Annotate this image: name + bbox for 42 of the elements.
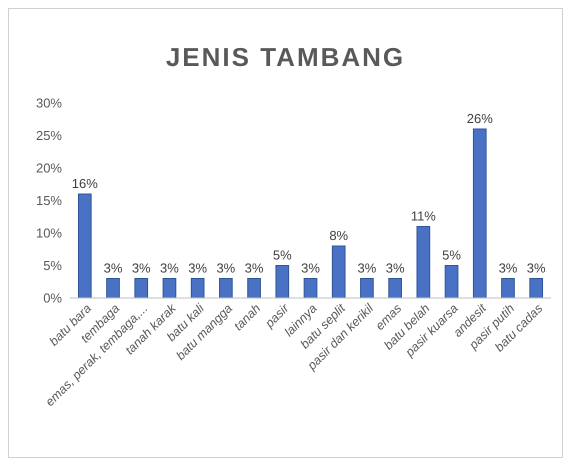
data-label: 11%	[410, 208, 436, 224]
y-tick-label: 0%	[43, 290, 62, 306]
data-label: 8%	[329, 228, 349, 243]
data-label: 26%	[466, 111, 494, 126]
y-tick-label: 30%	[36, 96, 62, 111]
bar	[416, 226, 430, 298]
bar	[162, 278, 176, 298]
bar	[190, 278, 205, 298]
bar	[275, 265, 290, 298]
bar	[106, 278, 120, 298]
y-tick-label: 25%	[36, 128, 62, 144]
data-label: 3%	[244, 260, 264, 276]
data-label: 3%	[160, 260, 180, 276]
data-label: 3%	[386, 260, 405, 276]
chart-title: JENIS TAMBANG	[166, 42, 406, 72]
y-tick-label: 10%	[36, 226, 62, 241]
y-tick-label: 15%	[36, 193, 62, 208]
bar	[501, 278, 515, 298]
data-label: 3%	[104, 260, 123, 276]
bar	[472, 128, 487, 298]
bar	[332, 246, 346, 298]
data-label: 16%	[72, 176, 98, 191]
bar	[219, 278, 233, 298]
bar	[360, 278, 374, 298]
bar	[78, 194, 92, 298]
bar	[304, 278, 318, 298]
bar	[134, 278, 148, 298]
data-label: 3%	[188, 260, 208, 276]
bar	[247, 278, 261, 298]
y-tick-label: 20%	[36, 160, 62, 176]
bar	[529, 278, 544, 298]
data-label: 3%	[301, 260, 320, 276]
data-label: 3%	[498, 260, 518, 276]
data-label: 3%	[358, 260, 377, 276]
data-label: 5%	[272, 248, 292, 262]
data-label: 5%	[442, 248, 462, 262]
data-label: 3%	[216, 260, 236, 276]
bar	[388, 278, 402, 298]
y-tick-label: 5%	[43, 258, 62, 274]
data-label: 3%	[132, 260, 152, 276]
data-label: 3%	[526, 260, 546, 276]
bar	[444, 265, 458, 298]
